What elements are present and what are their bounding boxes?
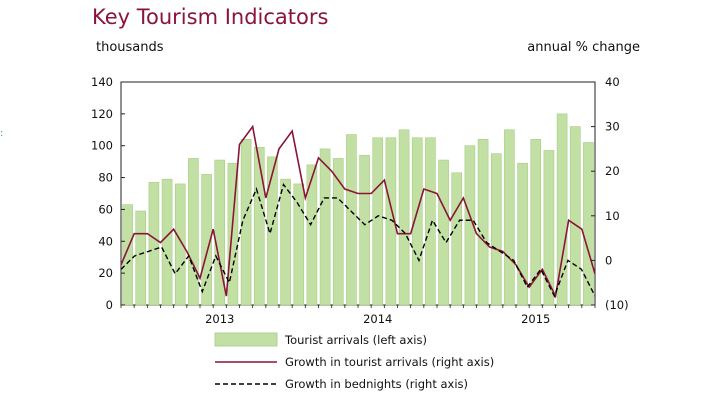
bar-13 [293,183,305,306]
edge-mark: : [0,128,4,139]
bar-14 [306,164,318,306]
bar-7 [214,159,226,306]
legend: Tourist arrivals (left axis) Growth in to… [214,332,494,391]
right-tick-label: 20 [605,164,620,178]
legend-label-arrivals: Tourist arrivals (left axis) [284,333,427,347]
x-tick-label: 2015 [521,312,550,326]
bar-4 [174,183,186,306]
bar-22 [411,137,423,306]
bar-25 [451,172,463,306]
left-tick-label: 80 [98,171,113,185]
right-tick-label: 10 [605,209,620,223]
bar-29 [504,129,515,306]
left-tick-label: 140 [91,75,113,89]
bednights-growth-line [120,183,596,298]
bar-3 [161,178,173,306]
bar-30 [517,162,528,306]
bar-5 [188,158,199,306]
bar-11 [267,156,278,306]
bar-1 [135,210,147,306]
bar-21 [398,129,410,306]
bar-6 [201,174,212,306]
left-tick-label: 100 [91,139,113,153]
bar-20 [385,137,397,306]
bar-15 [319,148,331,306]
bar-17 [346,134,357,306]
bar-10 [253,147,265,306]
bar-18 [359,154,370,306]
left-tick-label: 20 [98,266,113,280]
bar-8 [227,162,239,306]
bar-27 [477,139,489,306]
bar-23 [425,137,436,306]
bar-2 [148,182,160,306]
bar-32 [543,150,555,306]
bar-26 [464,145,476,306]
bar-33 [556,113,568,306]
right-axis-unit: annual % change [527,40,640,55]
right-tick-label: (10) [605,298,629,312]
bar-31 [530,139,542,306]
left-tick-label: 60 [98,202,113,216]
left-axis-unit: thousands [96,40,164,55]
legend-label-arrivals-growth: Growth in tourist arrivals (right axis) [285,355,494,369]
legend-bar-swatch [214,332,278,347]
bar-28 [490,153,502,306]
bar-24 [438,159,449,306]
left-tick-label: 120 [91,107,113,121]
arrivals-growth-line [120,124,596,299]
bar-0 [122,204,133,306]
bar-19 [372,137,384,306]
left-tick-label: 0 [106,298,113,312]
right-tick-label: 0 [605,253,612,267]
bar-35 [583,142,594,306]
right-tick-label: 30 [605,120,620,134]
bar-12 [280,178,291,306]
x-tick-label: 2013 [205,312,234,326]
right-tick-label: 40 [605,75,620,89]
line-series [120,124,596,299]
left-tick-label: 40 [98,234,113,248]
axes: 0 20 40 60 80 100 120 140 (10) 0 10 20 30 40 2013 2014 2… [91,75,629,326]
legend-label-bednights-growth: Growth in bednights (right axis) [285,377,468,391]
bar-9 [240,139,252,306]
x-tick-label: 2014 [363,312,392,326]
chart-title: Key Tourism Indicators [92,5,329,29]
bar-series [122,113,594,306]
bar-16 [332,158,344,306]
bar-34 [569,126,581,306]
